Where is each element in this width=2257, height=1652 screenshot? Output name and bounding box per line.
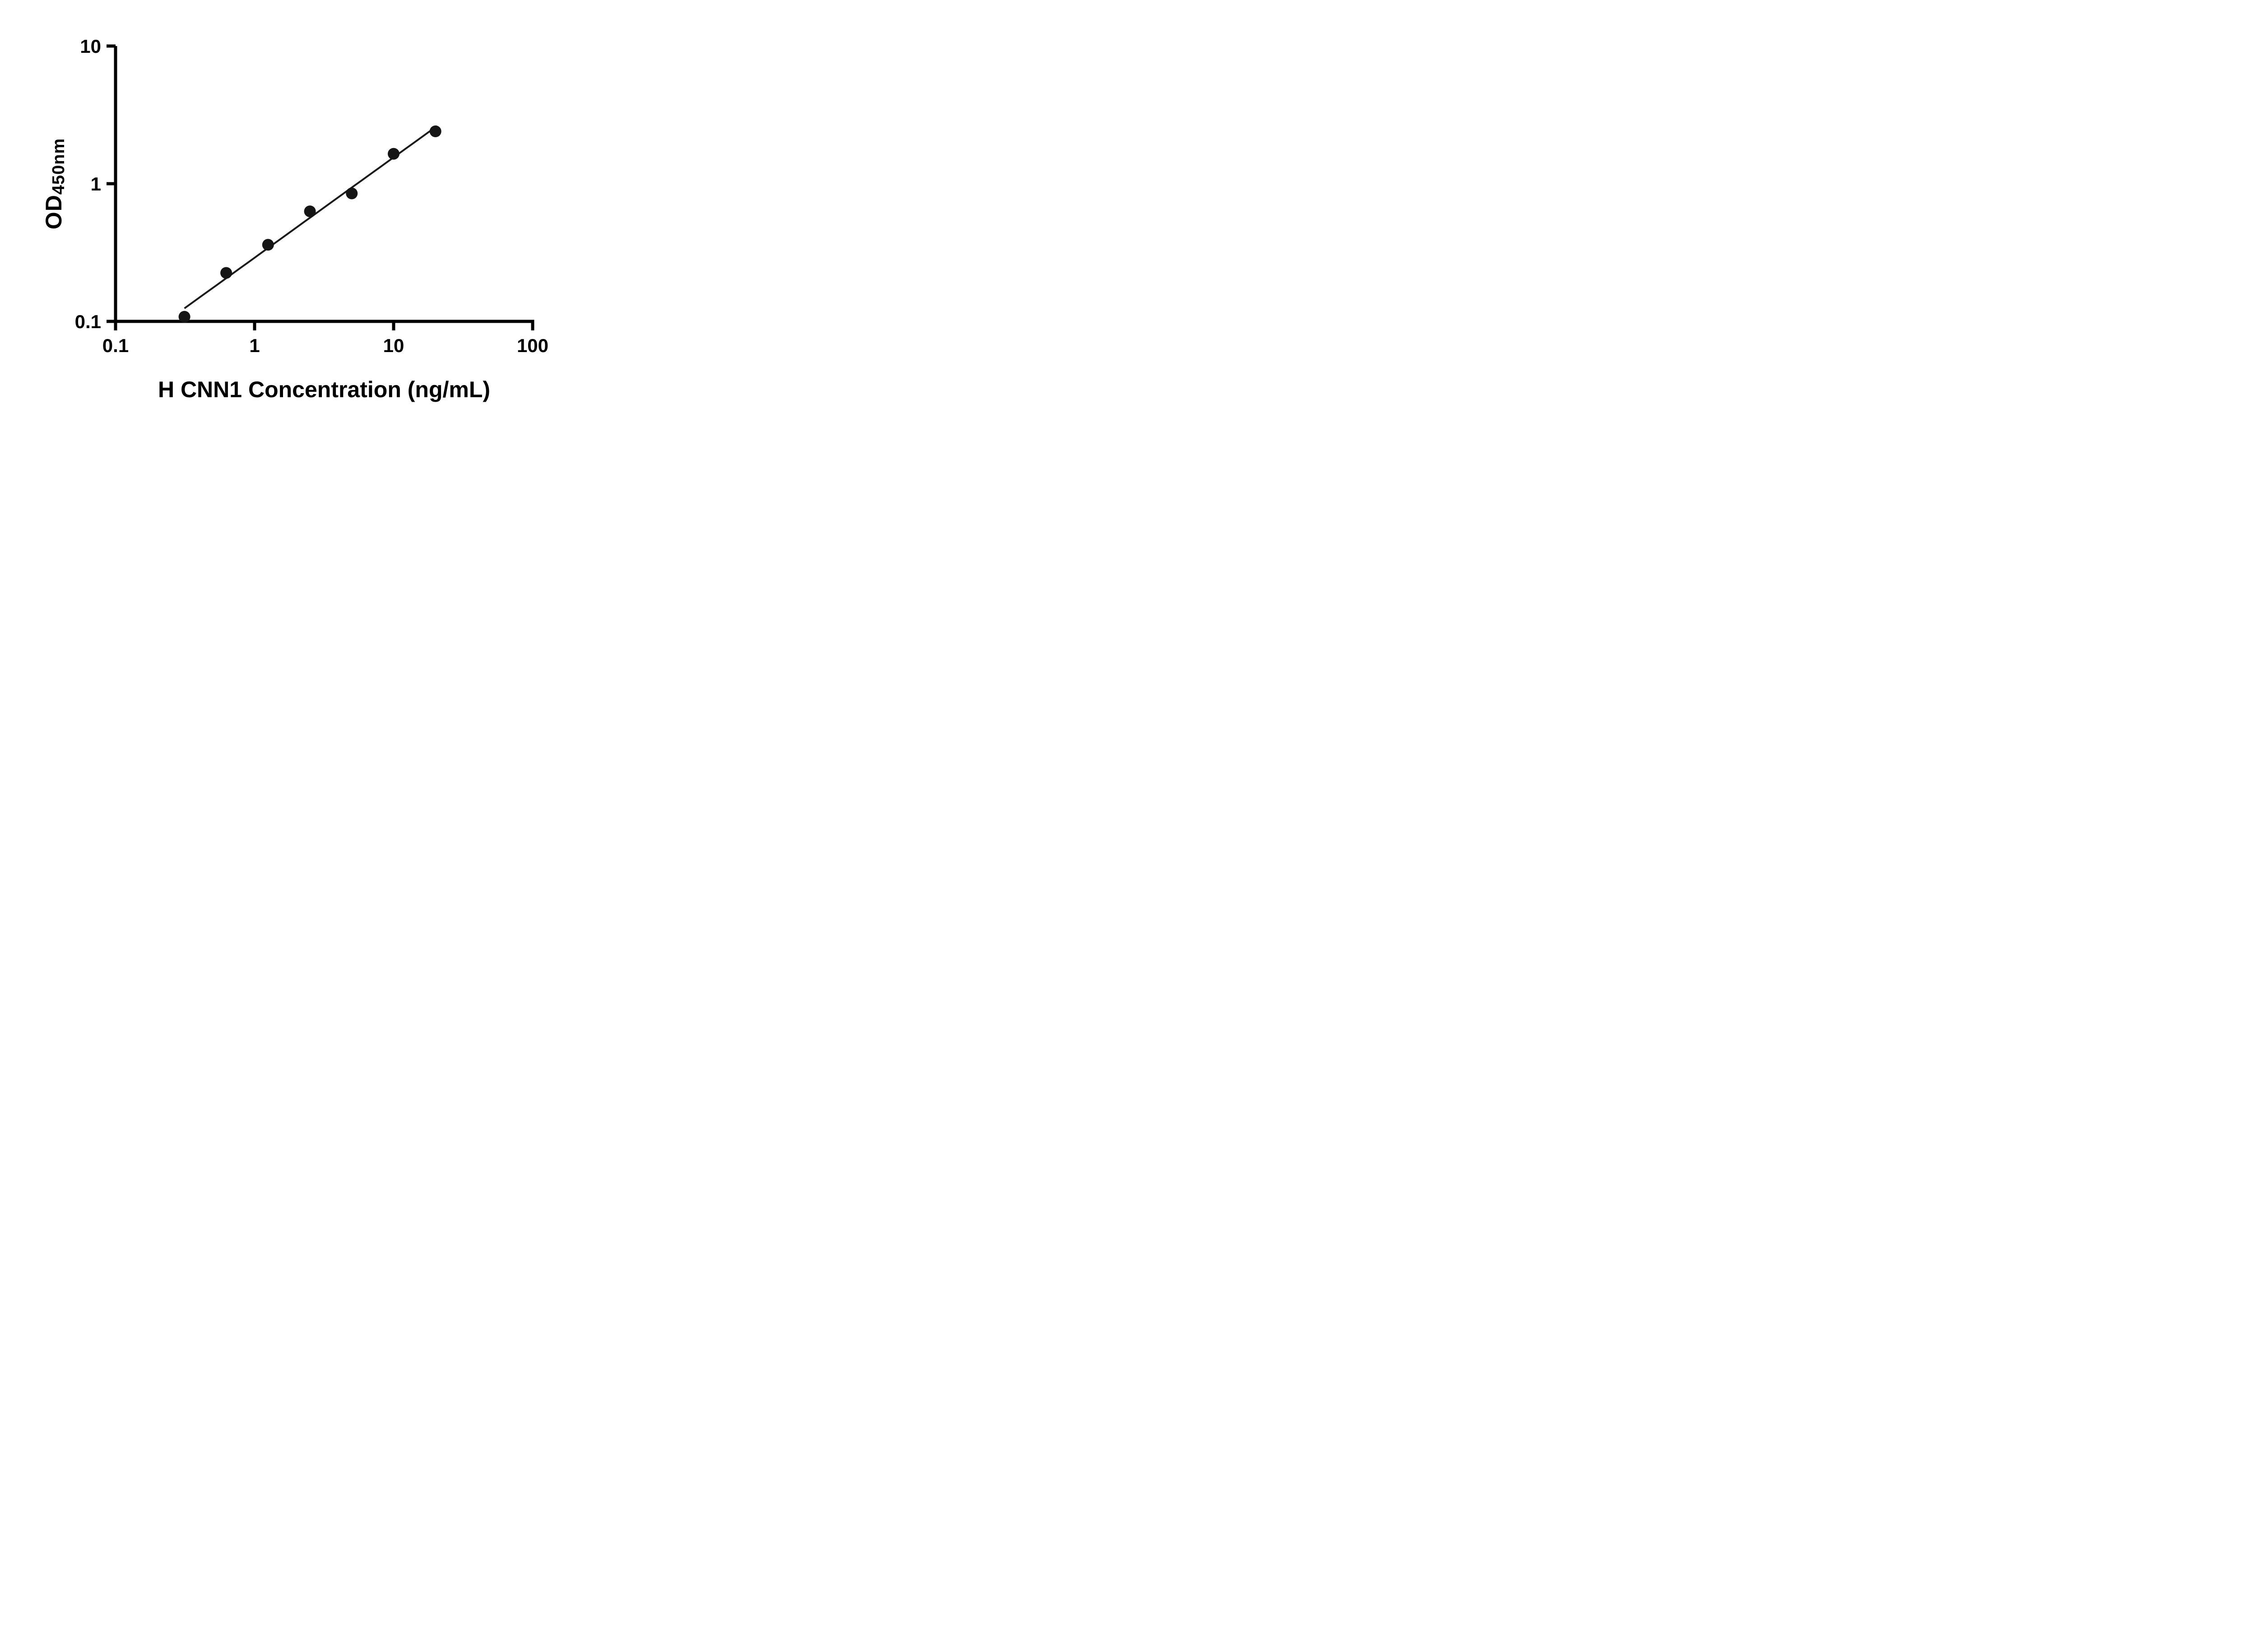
x-tick-label: 1 (249, 335, 260, 356)
x-axis-label: H CNN1 Concentration (ng/mL) (158, 377, 491, 402)
y-tick-label: 10 (80, 36, 101, 57)
data-point (220, 267, 232, 279)
x-tick-label: 10 (383, 335, 404, 356)
data-point (262, 239, 274, 251)
data-point (178, 311, 190, 323)
y-tick-label: 1 (91, 173, 101, 195)
y-tick-label: 0.1 (75, 311, 101, 332)
data-point (346, 187, 358, 200)
x-tick-label: 100 (517, 335, 548, 356)
elisa-standard-curve-figure: OD450nm 0.1 1 10 0.1 1 10 100 H CNN1 Concentra… (18, 7, 550, 406)
data-point (304, 205, 316, 218)
data-point (429, 125, 441, 137)
x-tick-label: 0.1 (102, 335, 129, 356)
data-point (388, 148, 399, 160)
plot-area: 0.1 1 10 0.1 1 10 100 (75, 36, 548, 356)
